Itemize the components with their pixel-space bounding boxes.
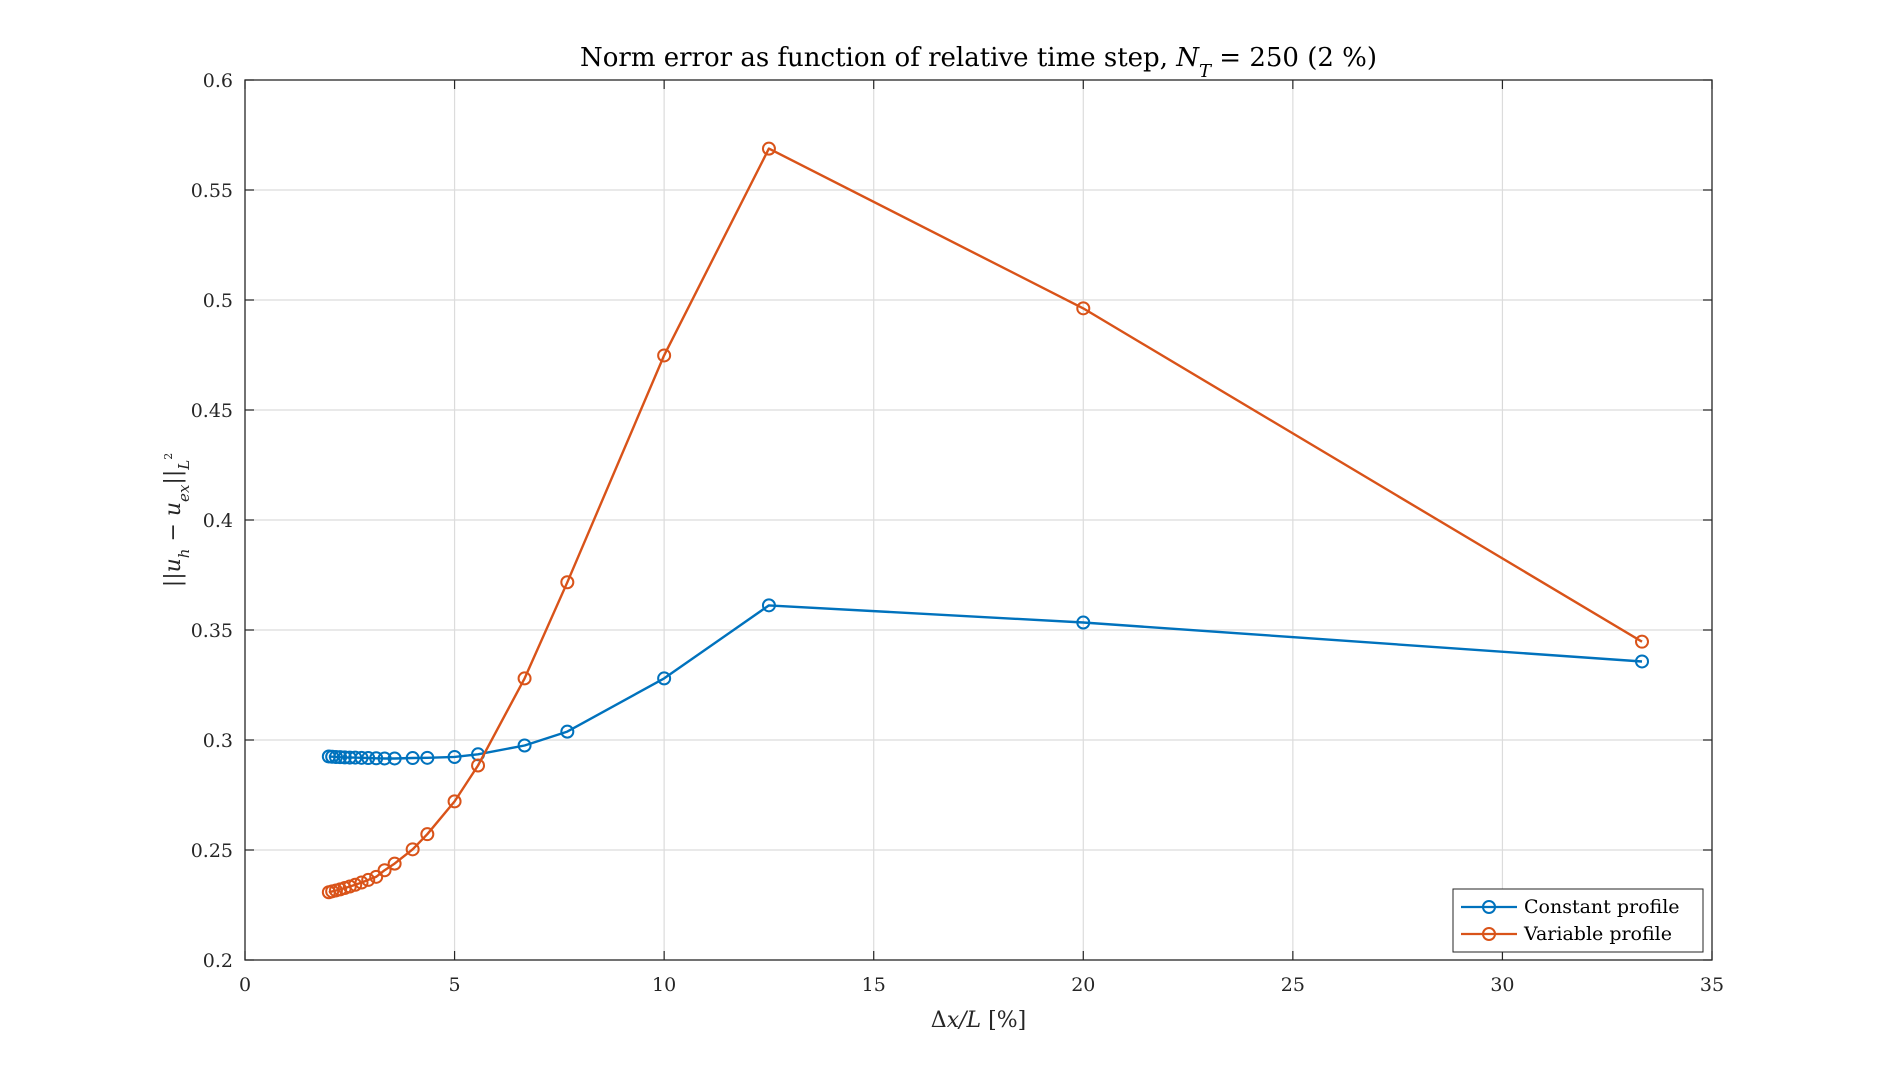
data-point [657, 671, 672, 686]
data-point [517, 671, 532, 686]
series-layer [321, 141, 1650, 900]
x-tick-label: 20 [1071, 974, 1095, 996]
chart-title: Norm error as function of relative time … [580, 43, 1377, 82]
data-point [1076, 615, 1091, 630]
xlabel-delta: Δ [931, 1008, 947, 1033]
data-point [420, 827, 435, 842]
title-suffix: = 250 (2 %) [1211, 43, 1377, 73]
y-tick-label: 0.4 [203, 510, 233, 532]
data-point [420, 750, 435, 765]
title-sub: T [1199, 61, 1213, 82]
title-var: N [1175, 43, 1200, 73]
ylabel-s2: ex [175, 484, 193, 502]
ticks: 0 5 10 15 20 25 30 35 0.2 0.25 0.3 0.35 0.4 0.45 0.5 0.… [191, 70, 1724, 996]
y-tick-label: 0.45 [191, 400, 233, 422]
data-point [517, 738, 532, 753]
title-prefix: Norm error as function of relative time … [580, 43, 1176, 73]
y-tick-label: 0.3 [203, 730, 233, 752]
xlabel-unit: [%] [981, 1008, 1026, 1033]
data-point [1635, 634, 1650, 649]
y-tick-label: 0.2 [203, 950, 233, 972]
data-point [361, 872, 376, 887]
data-point [377, 863, 392, 878]
data-point [1076, 301, 1091, 316]
x-tick-label: 15 [862, 974, 886, 996]
legend-marker-constant [1482, 900, 1496, 914]
ylabel-close: || [161, 470, 186, 485]
data-point [761, 598, 776, 613]
data-point [369, 869, 384, 884]
legend-marker-variable [1482, 927, 1496, 941]
x-axis-label: Δx/L [%] [931, 1008, 1026, 1033]
y-tick-label: 0.55 [191, 180, 233, 202]
ylabel-s3sup: 2 [162, 453, 175, 460]
data-point [447, 794, 462, 809]
x-tick-label: 0 [239, 974, 251, 996]
data-point [657, 348, 672, 363]
data-point [447, 749, 462, 764]
x-tick-label: 35 [1700, 974, 1724, 996]
series-variable [321, 141, 1650, 900]
data-point [387, 856, 402, 871]
legend-entry-constant: Constant profile [1461, 896, 1680, 918]
ylabel-u2: u [161, 502, 186, 516]
ylabel-s3: L [175, 460, 193, 471]
y-tick-label: 0.25 [191, 840, 233, 862]
data-point [369, 751, 384, 766]
y-tick-label: 0.5 [203, 290, 233, 312]
xlabel-var: x/L [947, 1008, 981, 1033]
data-point [405, 751, 420, 766]
y-tick-label: 0.6 [203, 70, 233, 92]
data-point [354, 875, 369, 890]
ylabel-u1: u [161, 558, 186, 572]
data-point [337, 750, 352, 765]
data-point [761, 141, 776, 156]
data-point [377, 751, 392, 766]
legend-label-variable: Variable profile [1523, 923, 1672, 945]
data-point [405, 842, 420, 857]
data-point [333, 750, 348, 765]
y-axis-label: ||uh − uex||L2 [161, 453, 193, 587]
data-point [387, 751, 402, 766]
legend-entry-variable: Variable profile [1461, 923, 1672, 945]
data-point [328, 749, 343, 764]
data-point [348, 750, 363, 765]
series-constant [321, 598, 1650, 766]
x-tick-label: 10 [652, 974, 676, 996]
data-point [560, 575, 575, 590]
legend-box [1452, 888, 1704, 953]
ylabel-s1: h [175, 549, 193, 559]
data-point [354, 750, 369, 765]
x-tick-label: 5 [449, 974, 461, 996]
data-point [560, 724, 575, 739]
x-tick-label: 30 [1490, 974, 1514, 996]
y-tick-label: 0.35 [191, 620, 233, 642]
ylabel-minus: − [161, 516, 186, 548]
legend: Constant profile Variable profile [1452, 888, 1704, 953]
data-point [471, 758, 486, 773]
data-point [1635, 654, 1650, 669]
x-tick-label: 25 [1281, 974, 1305, 996]
grid [245, 80, 1712, 960]
data-point [348, 877, 363, 892]
legend-label-constant: Constant profile [1524, 896, 1680, 918]
ylabel-open: || [161, 572, 186, 587]
data-point [361, 751, 376, 766]
